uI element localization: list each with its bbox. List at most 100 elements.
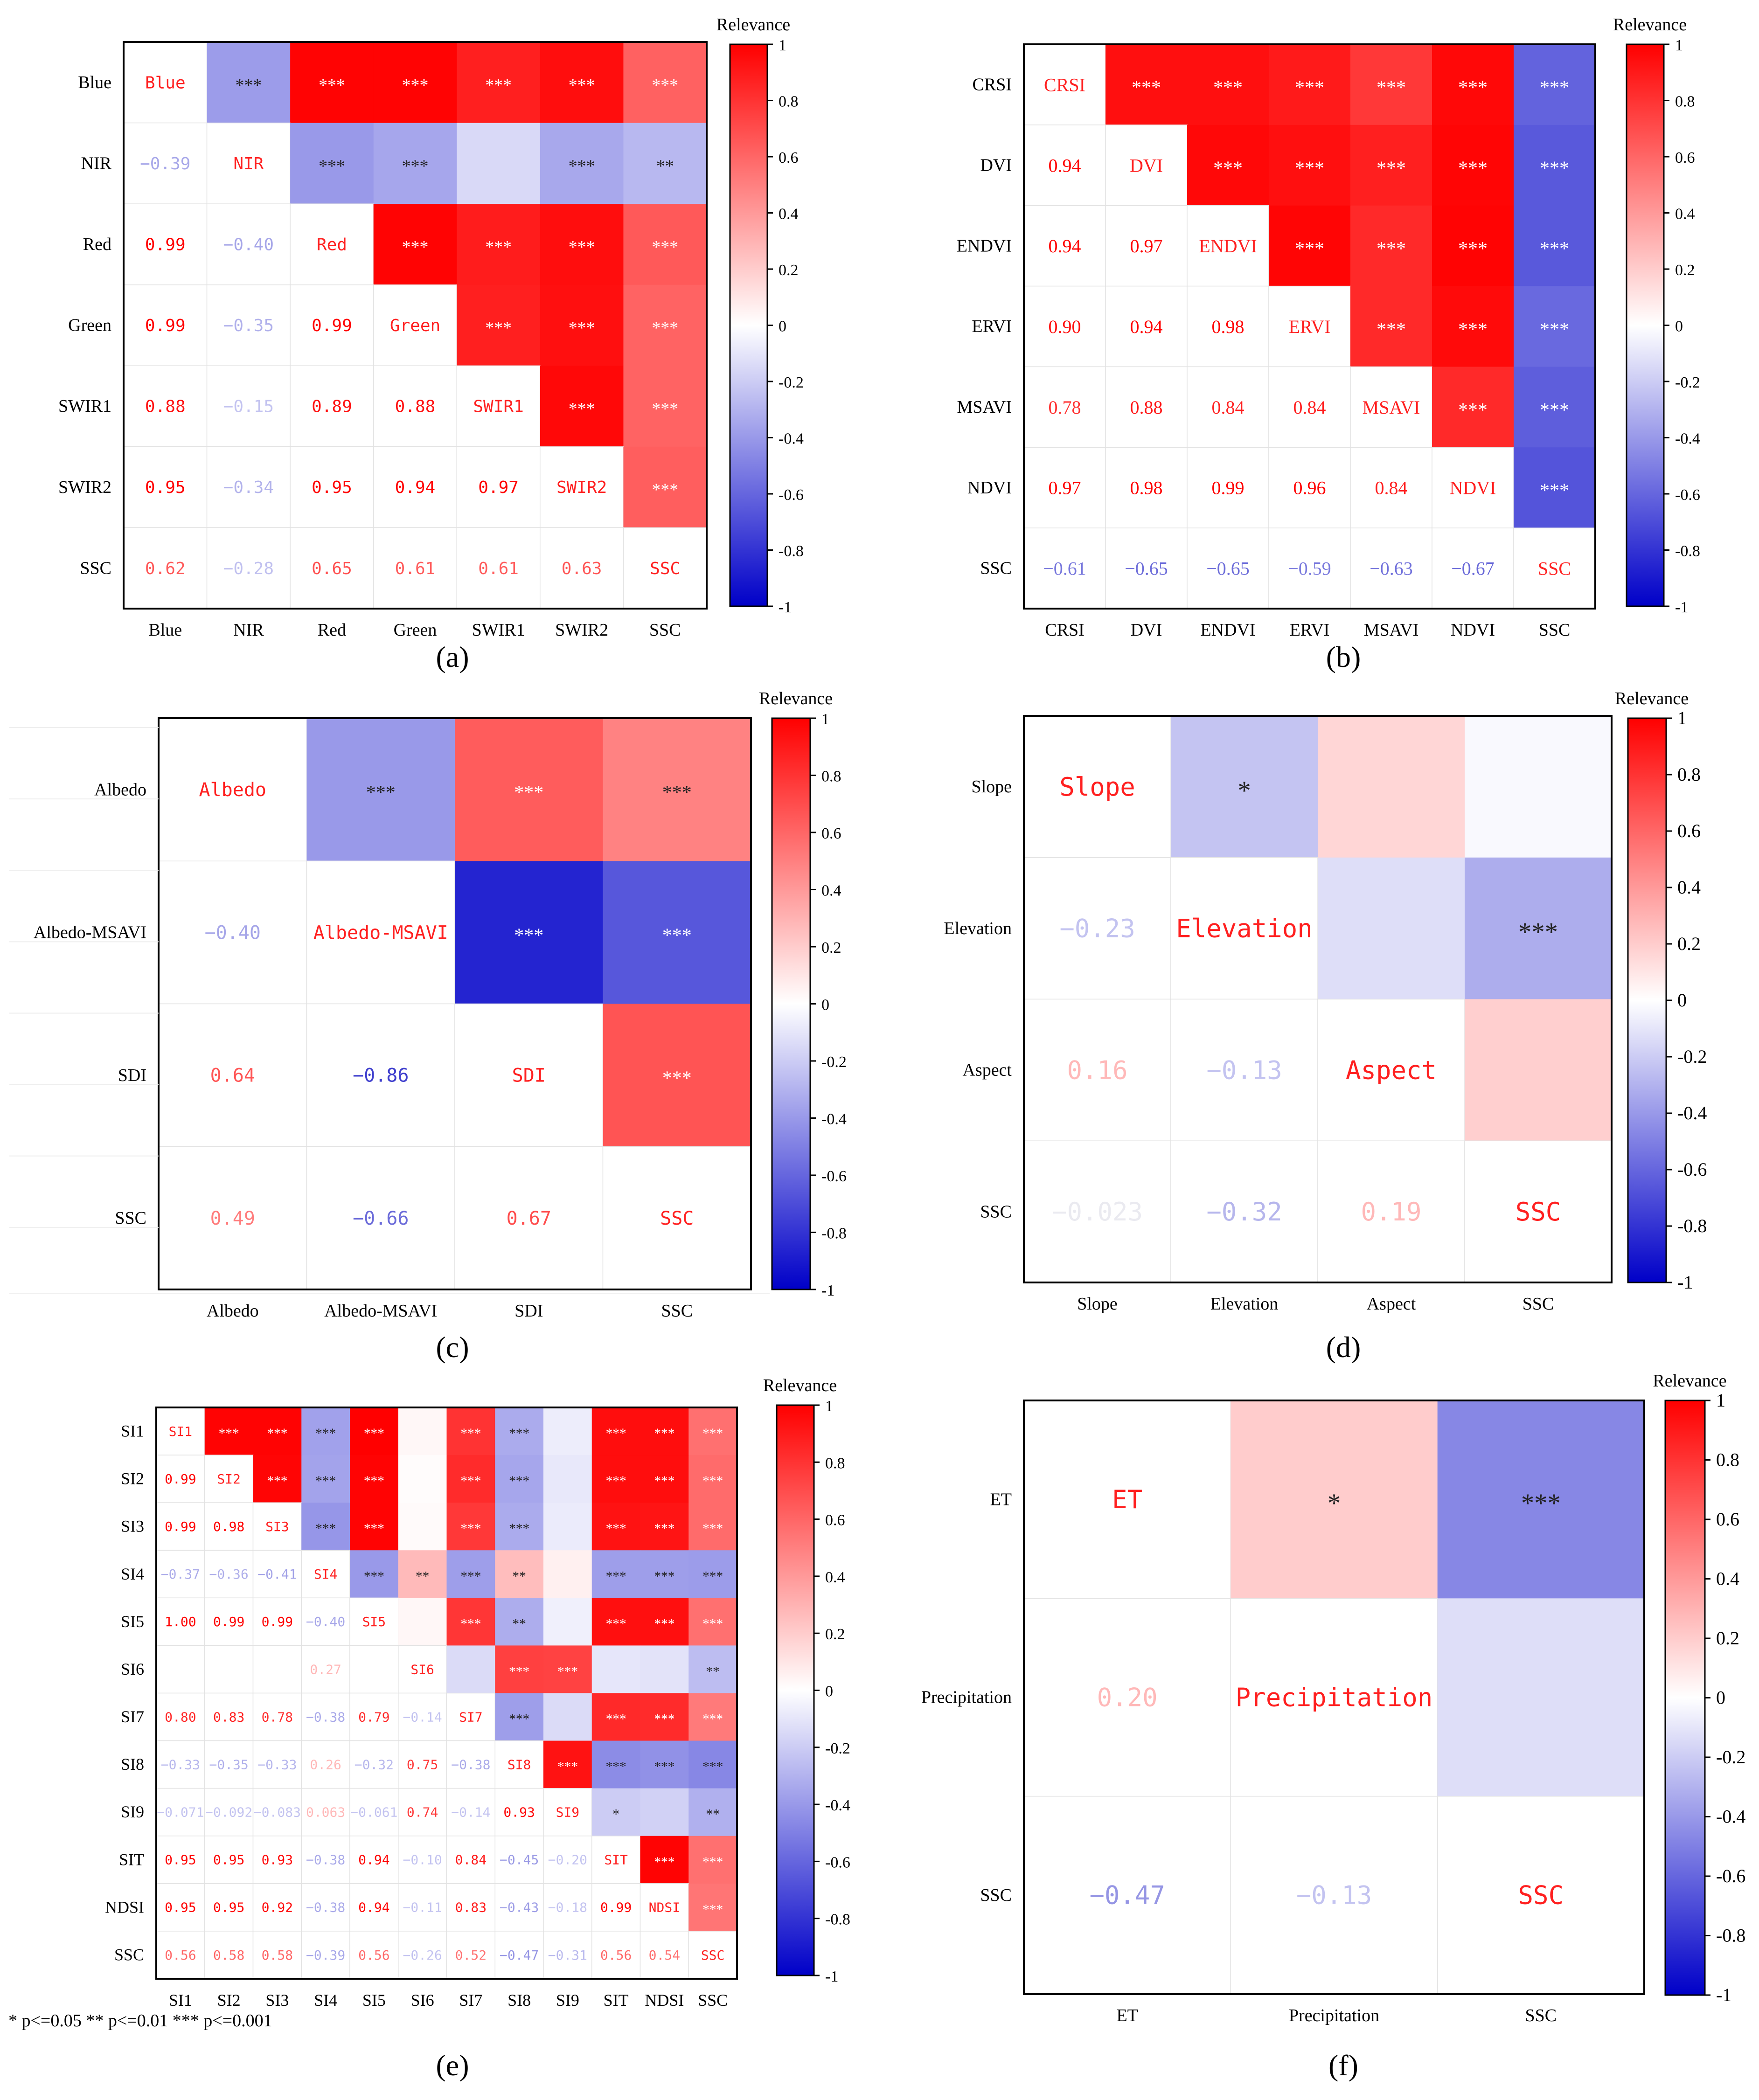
heatmap-cell (591, 1788, 640, 1837)
heatmap-cell (623, 42, 707, 124)
heatmap-cell (301, 1645, 350, 1694)
heatmap-cell (350, 1550, 399, 1598)
correlation-value: −0.32 (355, 1757, 394, 1772)
heatmap-cell (373, 204, 457, 285)
heatmap-cell (373, 42, 457, 124)
y-tick-label: Slope (971, 777, 1012, 797)
heatmap-cell (158, 718, 307, 861)
heatmap-cell (156, 1407, 205, 1455)
colorbar-tick-label: 0 (825, 1683, 833, 1700)
heatmap-cell (591, 1693, 640, 1741)
correlation-value: 0.063 (306, 1805, 345, 1820)
y-tick-label: SSC (980, 559, 1012, 578)
heatmap-cell (1465, 716, 1612, 858)
correlation-value: −0.061 (350, 1805, 397, 1820)
heatmap-cell (688, 1693, 737, 1741)
correlation-value: 0.58 (213, 1948, 244, 1963)
significance-stars: *** (702, 1616, 723, 1631)
correlation-value: 0.95 (165, 1852, 196, 1868)
diagonal-label: SIT (604, 1852, 628, 1868)
heatmap-cell (455, 861, 603, 1004)
correlation-value: 0.94 (358, 1900, 389, 1915)
heatmap-cell (1105, 447, 1188, 528)
significance-stars: *** (1540, 480, 1569, 502)
correlation-value: −0.023 (1052, 1197, 1143, 1227)
correlation-value: 0.79 (358, 1709, 389, 1725)
correlation-value: 0.98 (213, 1519, 244, 1534)
y-tick-label: SI2 (121, 1469, 144, 1488)
heatmap-cell (1432, 125, 1514, 206)
colorbar-tick-label: -0.4 (779, 430, 804, 448)
correlation-value: −0.63 (1370, 558, 1413, 579)
significance-stars: ** (656, 156, 674, 176)
correlation-value: 0.84 (455, 1852, 487, 1868)
heatmap-cell (640, 1883, 689, 1932)
heatmap-cell (252, 1550, 302, 1599)
heatmap-cell (206, 527, 291, 609)
correlation-value: 0.54 (649, 1948, 680, 1963)
heatmap-cell (398, 1503, 447, 1551)
heatmap-cell (350, 1455, 399, 1503)
x-tick-label: Albedo-MSAVI (324, 1301, 437, 1321)
correlation-value: 0.88 (145, 397, 186, 416)
colorbar-title: Relevance (1613, 15, 1687, 35)
significance-stars: *** (485, 319, 512, 338)
heatmap-cell (1023, 125, 1106, 206)
x-tick-label: Albedo (207, 1301, 259, 1321)
correlation-value: −0.33 (257, 1757, 297, 1772)
heatmap-cell (457, 42, 541, 124)
heatmap-cell (1268, 366, 1351, 448)
significance-stars: *** (319, 156, 345, 176)
heatmap-cell (1231, 1400, 1438, 1599)
heatmap-cell (603, 1004, 751, 1147)
heatmap-cell (123, 284, 208, 367)
diagonal-label: CRSI (1044, 74, 1085, 95)
heatmap-cell (373, 284, 458, 367)
significance-stars: *** (364, 1426, 384, 1441)
y-tick-label: Precipitation (921, 1688, 1012, 1707)
diagonal-label: ERVI (1288, 316, 1330, 337)
correlation-value: −0.31 (548, 1948, 587, 1963)
heatmap-cell (591, 1598, 640, 1646)
heatmap-cell (603, 861, 751, 1004)
correlation-value: 0.90 (1049, 316, 1081, 337)
heatmap-cell (123, 42, 208, 124)
diagonal-label: SI9 (556, 1805, 580, 1820)
heatmap-cell (206, 122, 291, 204)
heatmap-cell (301, 1883, 350, 1932)
x-tick-label: Red (318, 620, 346, 640)
significance-stars: *** (267, 1426, 287, 1441)
heatmap-cell (591, 1740, 640, 1789)
heatmap-cell (158, 1146, 307, 1290)
significance-stars: *** (402, 237, 429, 257)
diagonal-label: SI3 (265, 1519, 289, 1534)
heatmap-cell (543, 1407, 592, 1455)
heatmap-cell (540, 366, 624, 447)
y-tick-label: SI4 (121, 1565, 144, 1583)
significance-stars: *** (485, 76, 512, 95)
heatmap-cell (349, 1740, 399, 1789)
heatmap-cell (1432, 44, 1514, 125)
heatmap-cell (290, 123, 374, 204)
y-tick-label: SI6 (121, 1660, 144, 1678)
correlation-value: 0.95 (312, 478, 352, 497)
heatmap-cell (688, 1645, 737, 1693)
heatmap-cell (456, 527, 541, 609)
heatmap-cell (252, 1931, 302, 1979)
heatmap-cell (301, 1788, 350, 1837)
x-tick-label: MSAVI (1364, 620, 1419, 640)
heatmap-cell (495, 1503, 544, 1551)
heatmap-cell (1514, 205, 1596, 287)
correlation-value: 0.19 (1361, 1197, 1421, 1227)
heatmap-cell (156, 1740, 205, 1789)
colorbar-tick-label: 0 (779, 318, 786, 335)
heatmap-cell (623, 366, 707, 447)
heatmap-cell (1187, 366, 1269, 448)
correlation-value: 0.94 (1130, 316, 1163, 337)
significance-stars: *** (509, 1474, 529, 1489)
y-tick-label: SWIR2 (58, 478, 111, 497)
significance-stars: *** (1377, 238, 1406, 260)
significance-stars: *** (509, 1712, 529, 1727)
colorbar-tick-label: 0.6 (1675, 149, 1695, 166)
heatmap-cell (1105, 44, 1188, 125)
